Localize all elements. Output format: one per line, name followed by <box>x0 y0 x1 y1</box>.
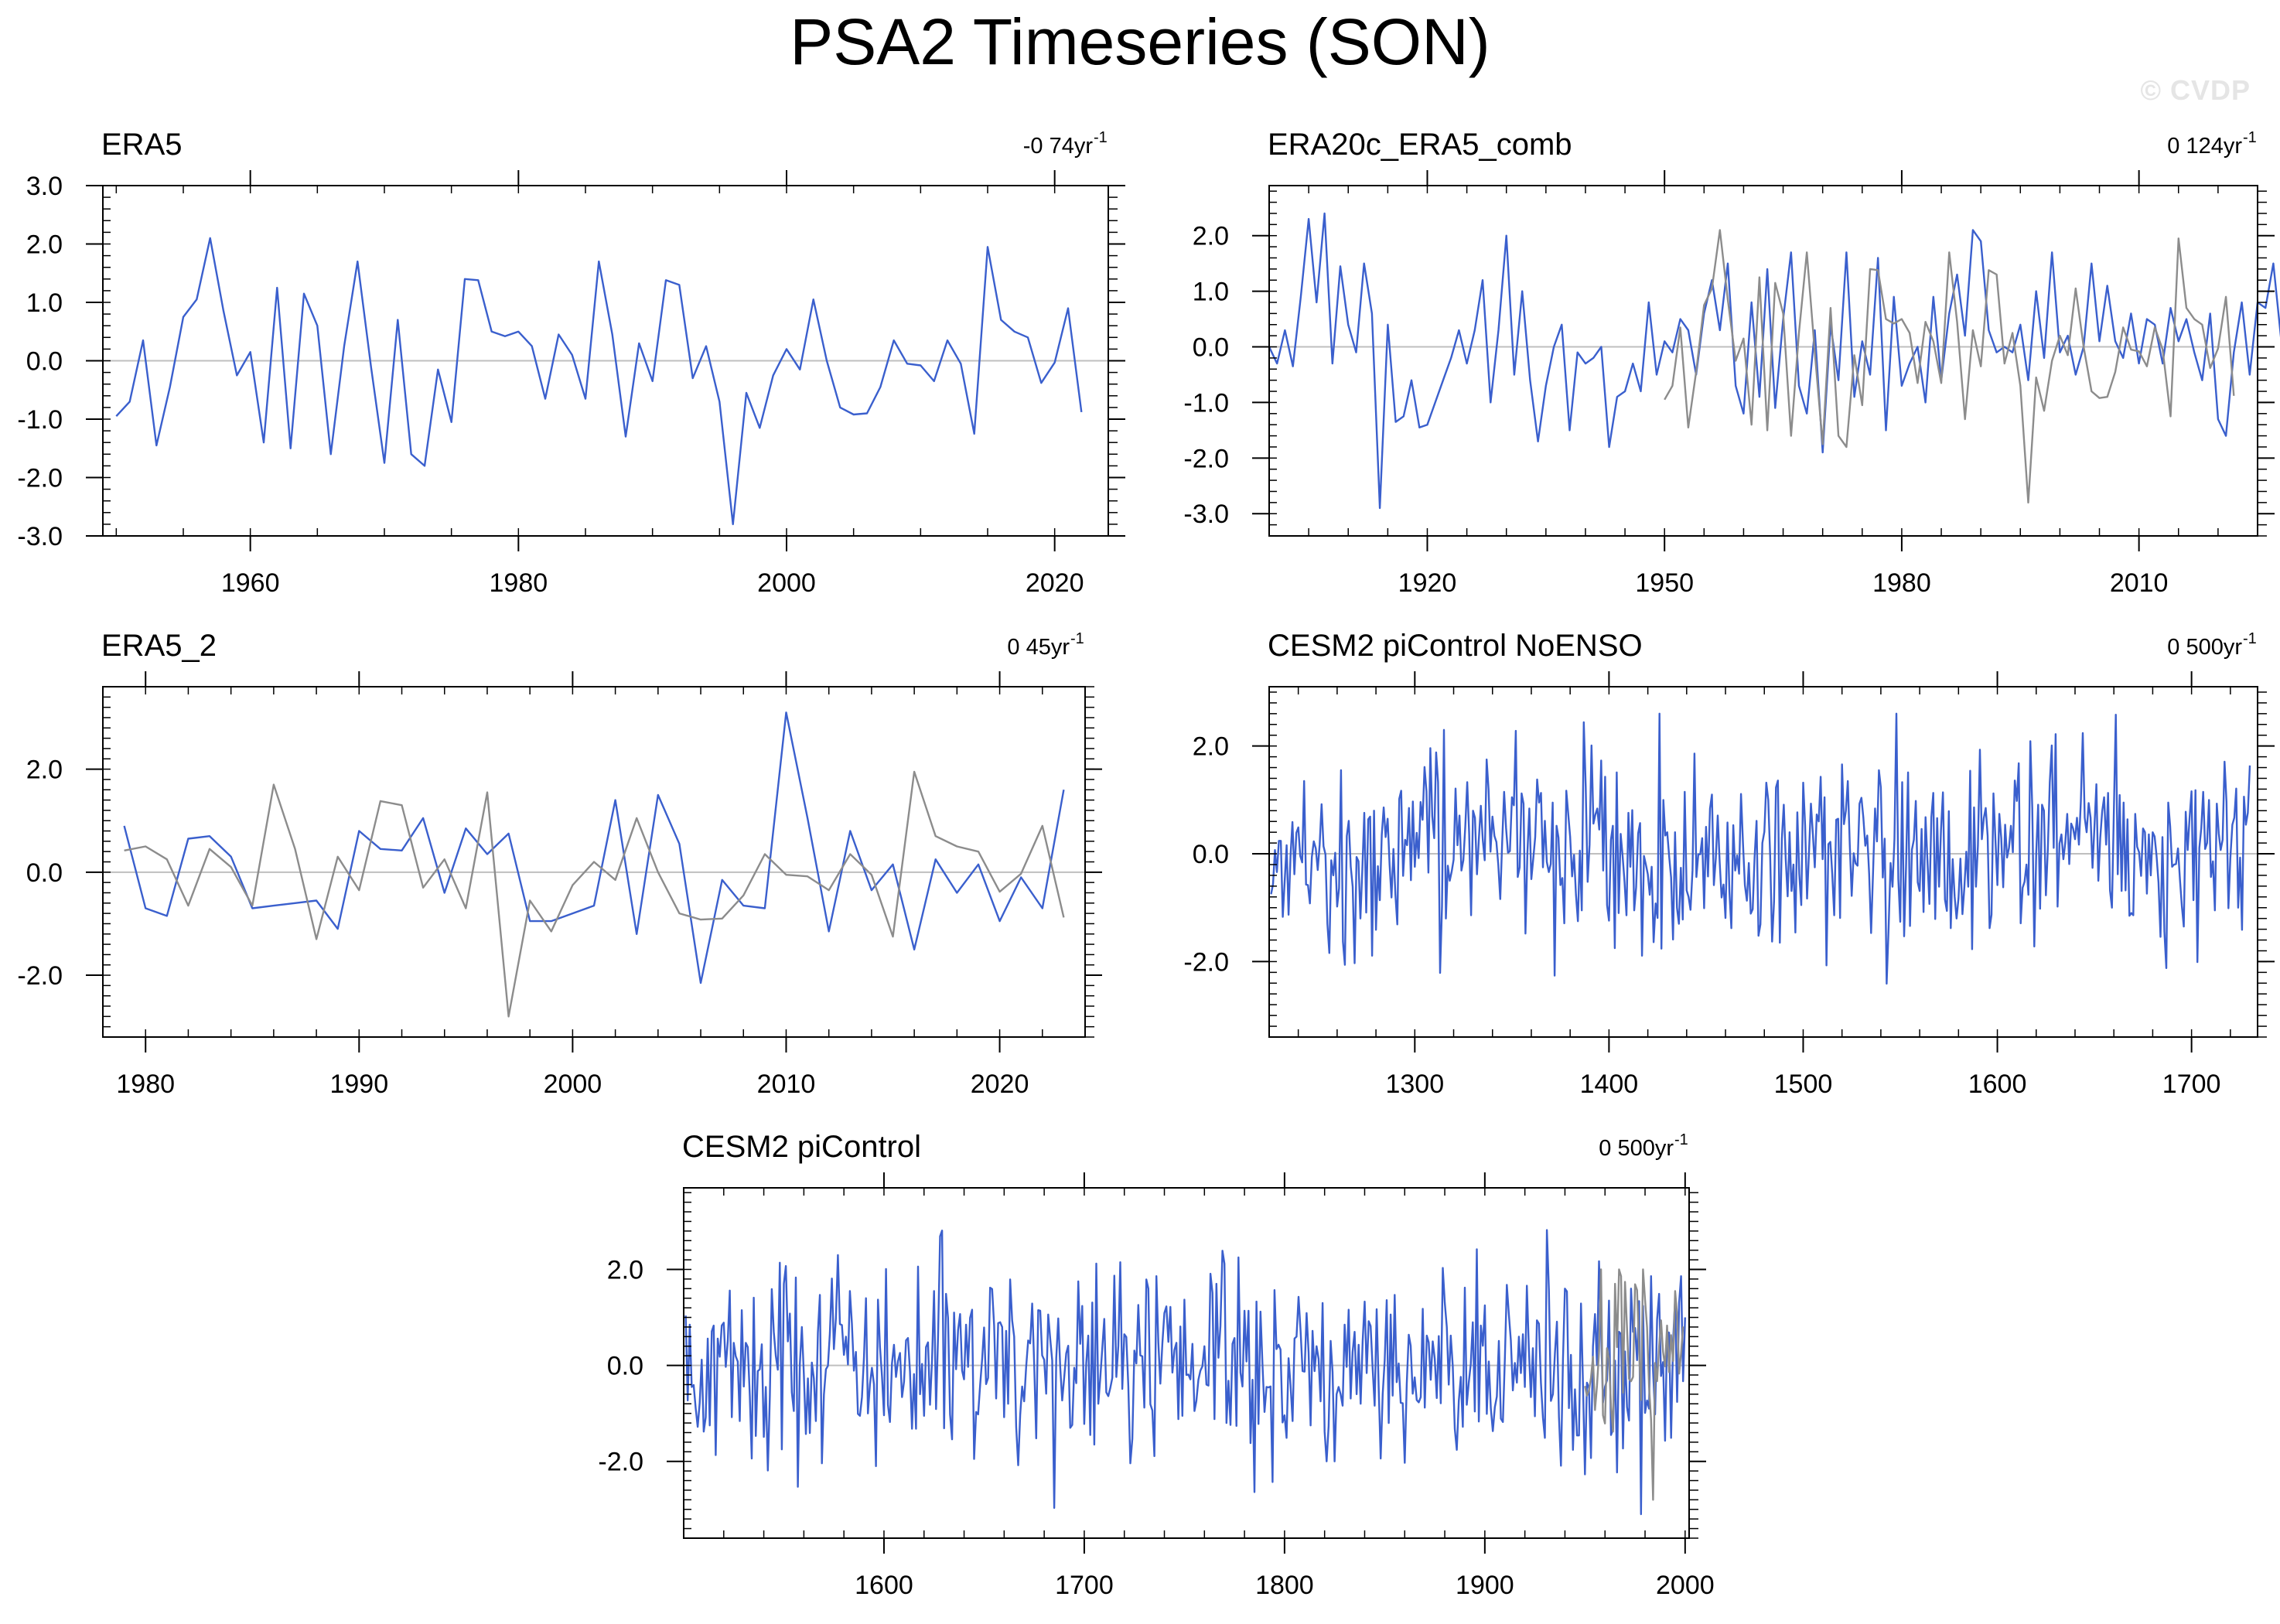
y-tick-label: 1.0 <box>26 288 63 318</box>
trend-label: 0 124yr <box>2167 134 2242 159</box>
trend-exponent: -1 <box>1094 129 1108 146</box>
y-tick-label: 1.0 <box>1193 278 1229 307</box>
y-tick-label: 2.0 <box>1193 222 1229 251</box>
plot-frame <box>683 1187 1690 1539</box>
x-tick-label: 1600 <box>1968 1070 2027 1099</box>
trend-label: -0 74yr <box>1023 134 1094 159</box>
y-tick-label: 0.0 <box>1193 840 1229 869</box>
plot-frame <box>1268 185 2258 537</box>
series-line-primary <box>1268 212 2280 510</box>
x-tick-label: 2000 <box>544 1070 602 1099</box>
panel-title: ERA5 <box>101 128 183 162</box>
y-tick-label: -2.0 <box>1183 947 1229 977</box>
chart-panel-1: ERA5 -0 74yr -1 1960 1980 2000 2020 -3.0 -2.0 -1.… <box>17 128 1125 598</box>
series-line-primary <box>684 1229 1686 1516</box>
plot-frame <box>1268 686 2258 1038</box>
y-tick-label: -3.0 <box>1183 500 1229 529</box>
y-tick-label: -2.0 <box>598 1448 643 1477</box>
series-line-primary <box>115 237 1083 526</box>
panel-title: CESM2 piControl NoENSO <box>1268 629 1643 663</box>
x-tick-label: 1900 <box>1456 1571 1514 1600</box>
chart-panel-4: CESM2 piControl NoENSO 0 500yr -1 1300 1400 1… <box>1183 629 2275 1099</box>
panel-title: ERA20c_ERA5_comb <box>1268 128 1572 162</box>
x-tick-label: 1600 <box>855 1571 913 1600</box>
watermark: © CVDP <box>2140 74 2251 106</box>
panel-title: ERA5_2 <box>101 629 217 663</box>
x-tick-label: 1950 <box>1635 568 1694 598</box>
x-tick-label: 2020 <box>971 1070 1029 1099</box>
trend-label: 0 500yr <box>1599 1136 1674 1161</box>
x-tick-label: 2010 <box>2110 568 2169 598</box>
x-tick-label: 1300 <box>1385 1070 1444 1099</box>
y-tick-label: -1.0 <box>17 405 63 435</box>
y-tick-label: -2.0 <box>17 961 63 991</box>
series-line-secondary <box>124 770 1065 1018</box>
trend-exponent: -1 <box>1674 1131 1688 1148</box>
y-tick-label: 0.0 <box>26 347 63 377</box>
trend-exponent: -1 <box>2243 129 2257 146</box>
series-line-secondary <box>1664 229 2235 504</box>
y-tick-label: 0.0 <box>607 1352 643 1381</box>
trend-exponent: -1 <box>2243 630 2257 647</box>
trend-exponent: -1 <box>1070 630 1084 647</box>
y-tick-label: -3.0 <box>17 522 63 551</box>
y-tick-label: 2.0 <box>26 230 63 260</box>
y-tick-label: 2.0 <box>1193 732 1229 762</box>
y-tick-label: 0.0 <box>26 858 63 888</box>
series-line-secondary <box>1584 1268 1684 1501</box>
trend-label: 0 500yr <box>2167 635 2242 660</box>
x-tick-label: 1980 <box>1872 568 1931 598</box>
x-tick-label: 1990 <box>329 1070 388 1099</box>
x-tick-label: 2000 <box>757 568 816 598</box>
chart-panel-3: ERA5_2 0 45yr -1 1980 1990 2000 2010 2020 -2.0 0.… <box>17 629 1102 1099</box>
y-tick-label: -1.0 <box>1183 388 1229 418</box>
x-tick-label: 1800 <box>1255 1571 1314 1600</box>
series-line-primary <box>123 711 1065 984</box>
y-tick-label: -2.0 <box>17 464 63 493</box>
x-tick-label: 2000 <box>1656 1571 1715 1600</box>
panel-title: CESM2 piControl <box>682 1130 921 1164</box>
series-line-primary <box>1270 712 2251 985</box>
y-tick-label: 2.0 <box>26 756 63 785</box>
y-tick-label: 3.0 <box>26 172 63 201</box>
x-tick-label: 1700 <box>1055 1571 1114 1600</box>
y-tick-label: -2.0 <box>1183 444 1229 473</box>
x-tick-label: 1700 <box>2162 1070 2221 1099</box>
x-tick-label: 1980 <box>116 1070 175 1099</box>
x-tick-label: 1960 <box>221 568 280 598</box>
x-tick-label: 2010 <box>757 1070 816 1099</box>
x-tick-label: 1400 <box>1580 1070 1639 1099</box>
page-title: PSA2 Timeseries (SON) <box>790 5 1490 78</box>
x-tick-label: 2020 <box>1026 568 1084 598</box>
chart-panel-5: CESM2 piControl 0 500yr -1 1600 1700 1800 1900… <box>598 1130 1714 1600</box>
chart-panel-2: ERA20c_ERA5_comb 0 124yr -1 1920 1950 1980 201… <box>1183 128 2280 598</box>
x-tick-label: 1980 <box>490 568 548 598</box>
x-tick-label: 1920 <box>1398 568 1457 598</box>
trend-label: 0 45yr <box>1007 635 1070 660</box>
y-tick-label: 0.0 <box>1193 333 1229 363</box>
x-tick-label: 1500 <box>1774 1070 1833 1099</box>
y-tick-label: 2.0 <box>607 1255 643 1285</box>
